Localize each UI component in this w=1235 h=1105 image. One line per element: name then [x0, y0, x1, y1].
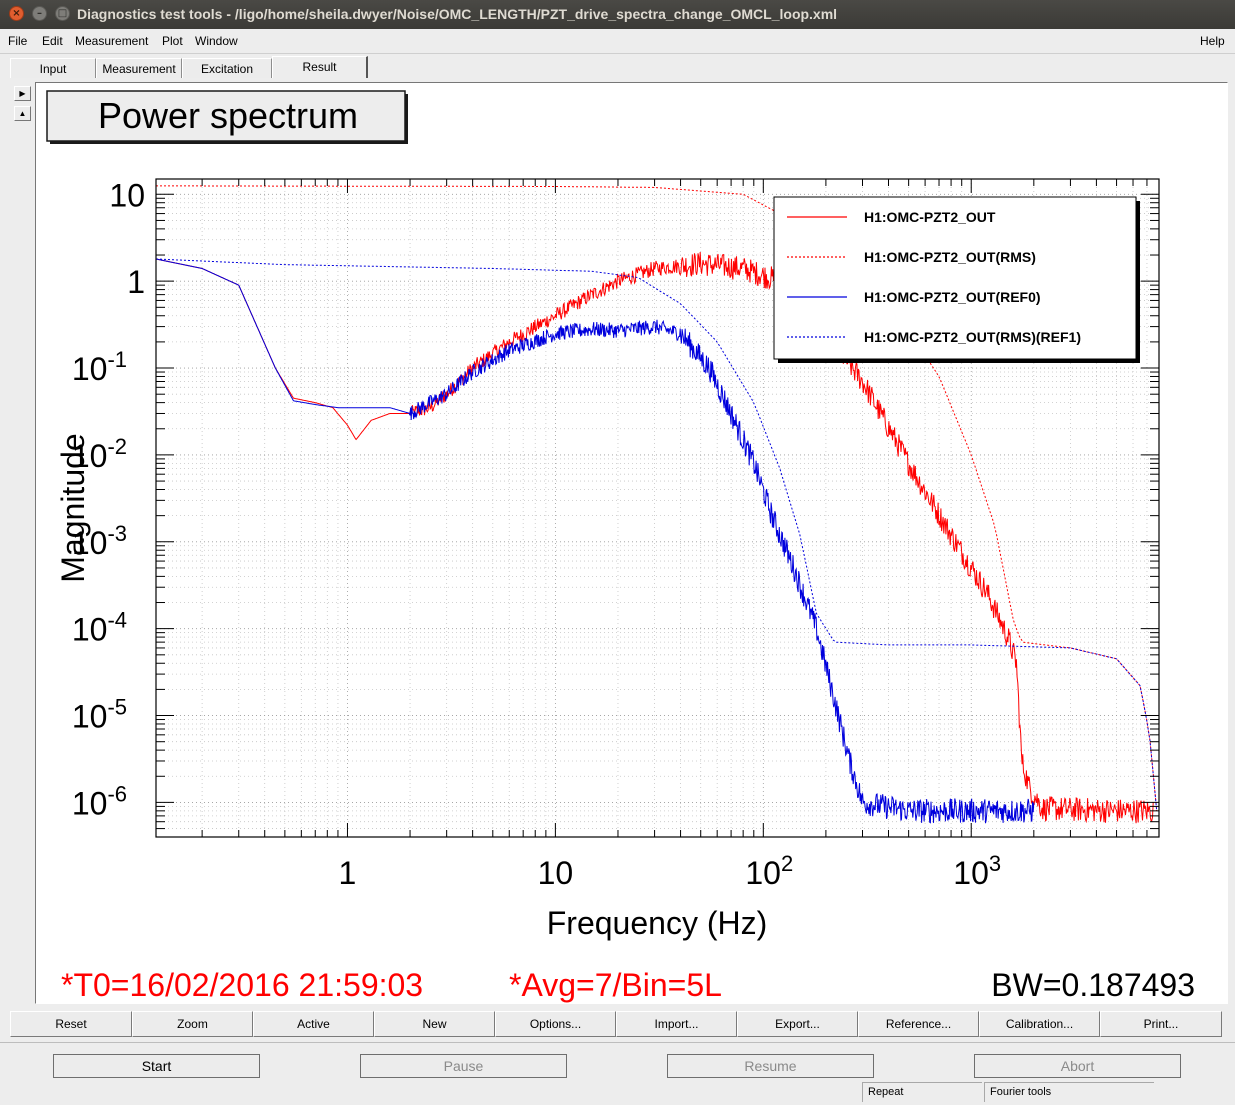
tick-labels: 1 10 102 103 10 1 10-1 10-2 10-3 10-4 10-5 10-6 — [72, 177, 1001, 891]
x-tick-label: 103 — [953, 851, 1001, 891]
legend-label: H1:OMC-PZT2_OUT(RMS)(REF1) — [864, 329, 1081, 345]
menu-help[interactable]: Help — [1200, 34, 1225, 48]
y-tick-label: 10-5 — [72, 695, 127, 735]
series-line — [155, 251, 1154, 824]
legend: H1:OMC-PZT2_OUT H1:OMC-PZT2_OUT(RMS) H1:OM… — [787, 209, 1081, 345]
y-tick-label: 10-1 — [72, 347, 127, 387]
series-line — [155, 258, 1158, 811]
y-tick-label: 10-2 — [72, 434, 127, 474]
menu-measurement[interactable]: Measurement — [75, 34, 149, 48]
series-line — [155, 258, 1035, 824]
window-title: Diagnostics test tools - /ligo/home/shei… — [77, 6, 838, 22]
plot-frame — [155, 178, 1160, 838]
legend-label: H1:OMC-PZT2_OUT(REF0) — [864, 289, 1041, 305]
minimize-window-button[interactable]: – — [32, 6, 47, 21]
legend-label: H1:OMC-PZT2_OUT — [864, 209, 996, 225]
reference-button[interactable]: Reference... — [858, 1011, 979, 1037]
y-tick-label: 10-3 — [72, 521, 127, 561]
tab-excitation[interactable]: Excitation — [182, 58, 272, 78]
plot-canvas[interactable]: Power spectrum 1 10 102 10310110-110-210-31… — [36, 83, 1226, 1003]
plot-title-box — [46, 90, 406, 142]
expand-panel-button[interactable]: ▶ — [14, 86, 31, 101]
export-button[interactable]: Export... — [737, 1011, 858, 1037]
print-button[interactable]: Print... — [1100, 1011, 1222, 1037]
series-line — [156, 185, 1158, 811]
y-tick-label: 1 — [127, 264, 145, 300]
legend-box — [773, 196, 1137, 360]
tab-result[interactable]: Result — [272, 56, 368, 78]
active-button[interactable]: Active — [253, 1011, 374, 1037]
status-repeat: Repeat — [862, 1082, 982, 1102]
triangle-right-icon: ▶ — [19, 89, 26, 98]
x-tick-label: 102 — [745, 851, 793, 891]
calibration-button[interactable]: Calibration... — [979, 1011, 1100, 1037]
plot-toolbar: Reset Zoom Active New Options... Import.… — [10, 1011, 1222, 1037]
menu-file[interactable]: File — [8, 34, 28, 48]
y-tick-label: 10 — [109, 177, 145, 213]
bandwidth-label: BW=0.187493 — [991, 967, 1195, 1003]
abort-button[interactable]: Abort — [974, 1054, 1181, 1078]
options-button[interactable]: Options... — [495, 1011, 616, 1037]
legend-label: H1:OMC-PZT2_OUT(RMS) — [864, 249, 1036, 265]
main-tabs: Input Measurement Excitation Result — [0, 54, 1235, 80]
triangle-up-icon: ▲ — [18, 109, 27, 118]
x-tick-label: 1 — [339, 855, 357, 891]
plot-ticks — [156, 179, 1160, 838]
maximize-window-button[interactable]: □ — [55, 6, 70, 21]
y-tick-label: 10-4 — [72, 608, 127, 648]
plot-grid — [156, 179, 1160, 838]
menu-plot[interactable]: Plot — [162, 34, 183, 48]
t0-label: *T0=16/02/2016 21:59:03 — [61, 967, 423, 1003]
x-tick-label: 10 — [538, 855, 574, 891]
plot-title: Power spectrum — [98, 95, 358, 136]
plot-series — [155, 185, 1158, 824]
tab-measurement[interactable]: Measurement — [96, 58, 182, 78]
resume-button[interactable]: Resume — [667, 1054, 874, 1078]
pause-button[interactable]: Pause — [360, 1054, 567, 1078]
close-window-button[interactable]: × — [9, 6, 24, 21]
reset-button[interactable]: Reset — [10, 1011, 132, 1037]
menu-bar: File Edit Measurement Plot Window Help — [0, 29, 1235, 54]
y-axis-label: Magnitude — [55, 433, 91, 582]
avg-label: *Avg=7/Bin=5L — [509, 967, 722, 1003]
collapse-panel-button[interactable]: ▲ — [14, 106, 31, 121]
x-axis-label: Frequency (Hz) — [547, 905, 768, 941]
y-tick-label: 10-6 — [72, 781, 127, 821]
measurement-controls: Start Pause Resume Abort — [0, 1042, 1235, 1083]
menu-edit[interactable]: Edit — [42, 34, 63, 48]
tab-input[interactable]: Input — [10, 58, 96, 78]
start-button[interactable]: Start — [53, 1054, 260, 1078]
menu-window[interactable]: Window — [195, 34, 238, 48]
import-button[interactable]: Import... — [616, 1011, 737, 1037]
window-titlebar: × – □ Diagnostics test tools - /ligo/hom… — [0, 0, 1235, 29]
new-button[interactable]: New — [374, 1011, 495, 1037]
status-mode: Fourier tools — [984, 1082, 1154, 1102]
zoom-button[interactable]: Zoom — [132, 1011, 253, 1037]
